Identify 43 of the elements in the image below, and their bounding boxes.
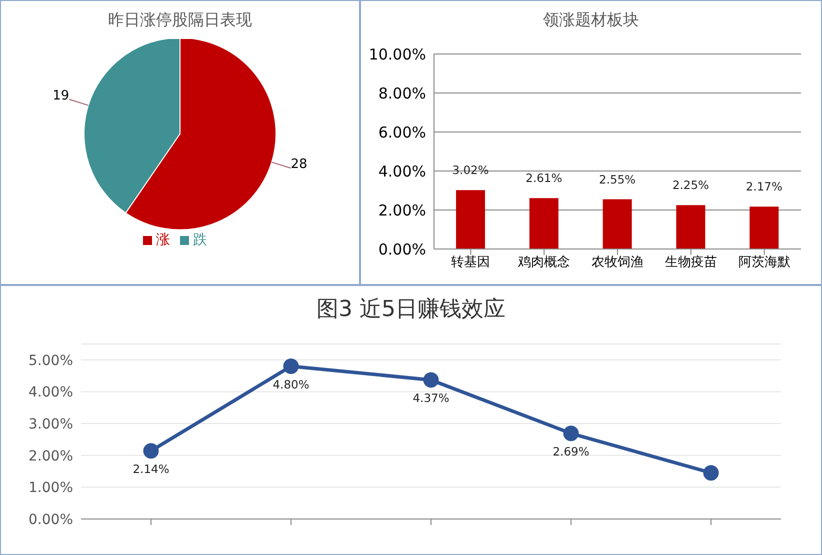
- data-label: 4.37%: [412, 391, 450, 406]
- y-tick-label: 4.00%: [28, 384, 73, 401]
- bar: [529, 198, 558, 249]
- point: [563, 426, 579, 442]
- data-label: 2.55%: [599, 172, 636, 186]
- point: [143, 443, 159, 459]
- chart-title: 昨日涨停股隔日表现: [107, 9, 253, 31]
- y-tick-label: 5.00%: [28, 352, 73, 369]
- data-label: 28: [290, 157, 308, 172]
- legend-label: 跌: [193, 232, 207, 248]
- x-tick-label: 农牧饲渔: [592, 255, 644, 270]
- chart-title: 图3 近5日赚钱效应: [316, 296, 506, 324]
- bar: [750, 206, 779, 249]
- data-label: 2.61%: [526, 171, 562, 186]
- bar: [456, 190, 486, 249]
- x-tick-label: 阿茨海默: [738, 255, 790, 270]
- point: [423, 372, 439, 388]
- y-tick-label: 2.00%: [378, 201, 426, 220]
- y-tick-label: 1.00%: [28, 480, 73, 496]
- x-tick-label: 转基因: [451, 255, 490, 270]
- y-tick-label: 2.00%: [28, 448, 73, 464]
- y-tick-label: 8.00%: [378, 84, 426, 102]
- x-tick-label: 生物疫苗: [664, 255, 717, 270]
- data-label: 2.17%: [746, 180, 782, 194]
- bar: [602, 199, 632, 249]
- x-tick-label: 鸡肉概念: [517, 255, 570, 270]
- point: [703, 465, 719, 481]
- data-label: 2.69%: [552, 444, 590, 459]
- y-tick-label: 6.00%: [378, 123, 426, 142]
- data-label: 2.25%: [672, 178, 710, 192]
- data-label: 19: [52, 88, 70, 104]
- y-tick-label: 10.00%: [368, 45, 426, 64]
- chart-title: 领涨题材板块: [542, 9, 640, 31]
- point: [283, 358, 299, 374]
- bar: [676, 205, 706, 249]
- data-label: 2.14%: [132, 462, 170, 476]
- legend-label: 涨: [156, 232, 170, 248]
- y-tick-label: 3.00%: [28, 416, 73, 433]
- y-tick-label: 0.00%: [378, 240, 426, 258]
- data-label: 4.80%: [272, 377, 310, 392]
- y-tick-label: 0.00%: [28, 512, 73, 528]
- data-label: 3.02%: [452, 163, 489, 178]
- y-tick-label: 4.00%: [378, 162, 426, 180]
